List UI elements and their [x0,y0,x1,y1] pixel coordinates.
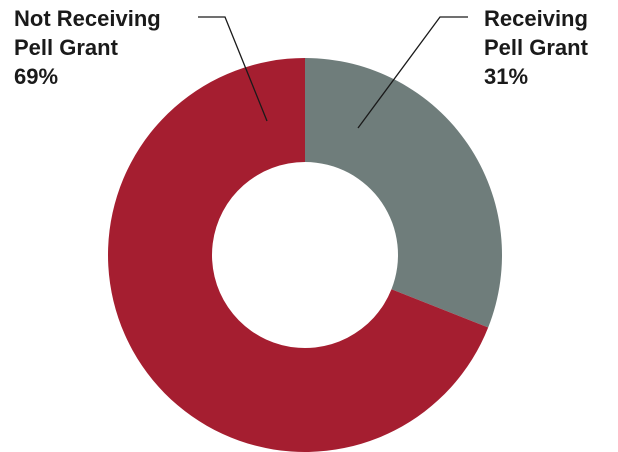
label-receiving: Receiving Pell Grant 31% [484,4,588,91]
leader-line-receiving [357,16,468,129]
leader-line-not-receiving [198,16,268,122]
label-not-receiving: Not Receiving Pell Grant 69% [14,4,161,91]
label-receiving-line1: Receiving [484,6,588,31]
label-not-receiving-line2: Pell Grant [14,35,118,60]
label-not-receiving-line1: Not Receiving [14,6,161,31]
label-receiving-pct: 31% [484,64,529,89]
slice-not-receiving [108,58,489,452]
label-not-receiving-pct: 69% [14,64,59,89]
slice-receiving [305,58,502,328]
label-receiving-line2: Pell Grant [484,35,588,60]
